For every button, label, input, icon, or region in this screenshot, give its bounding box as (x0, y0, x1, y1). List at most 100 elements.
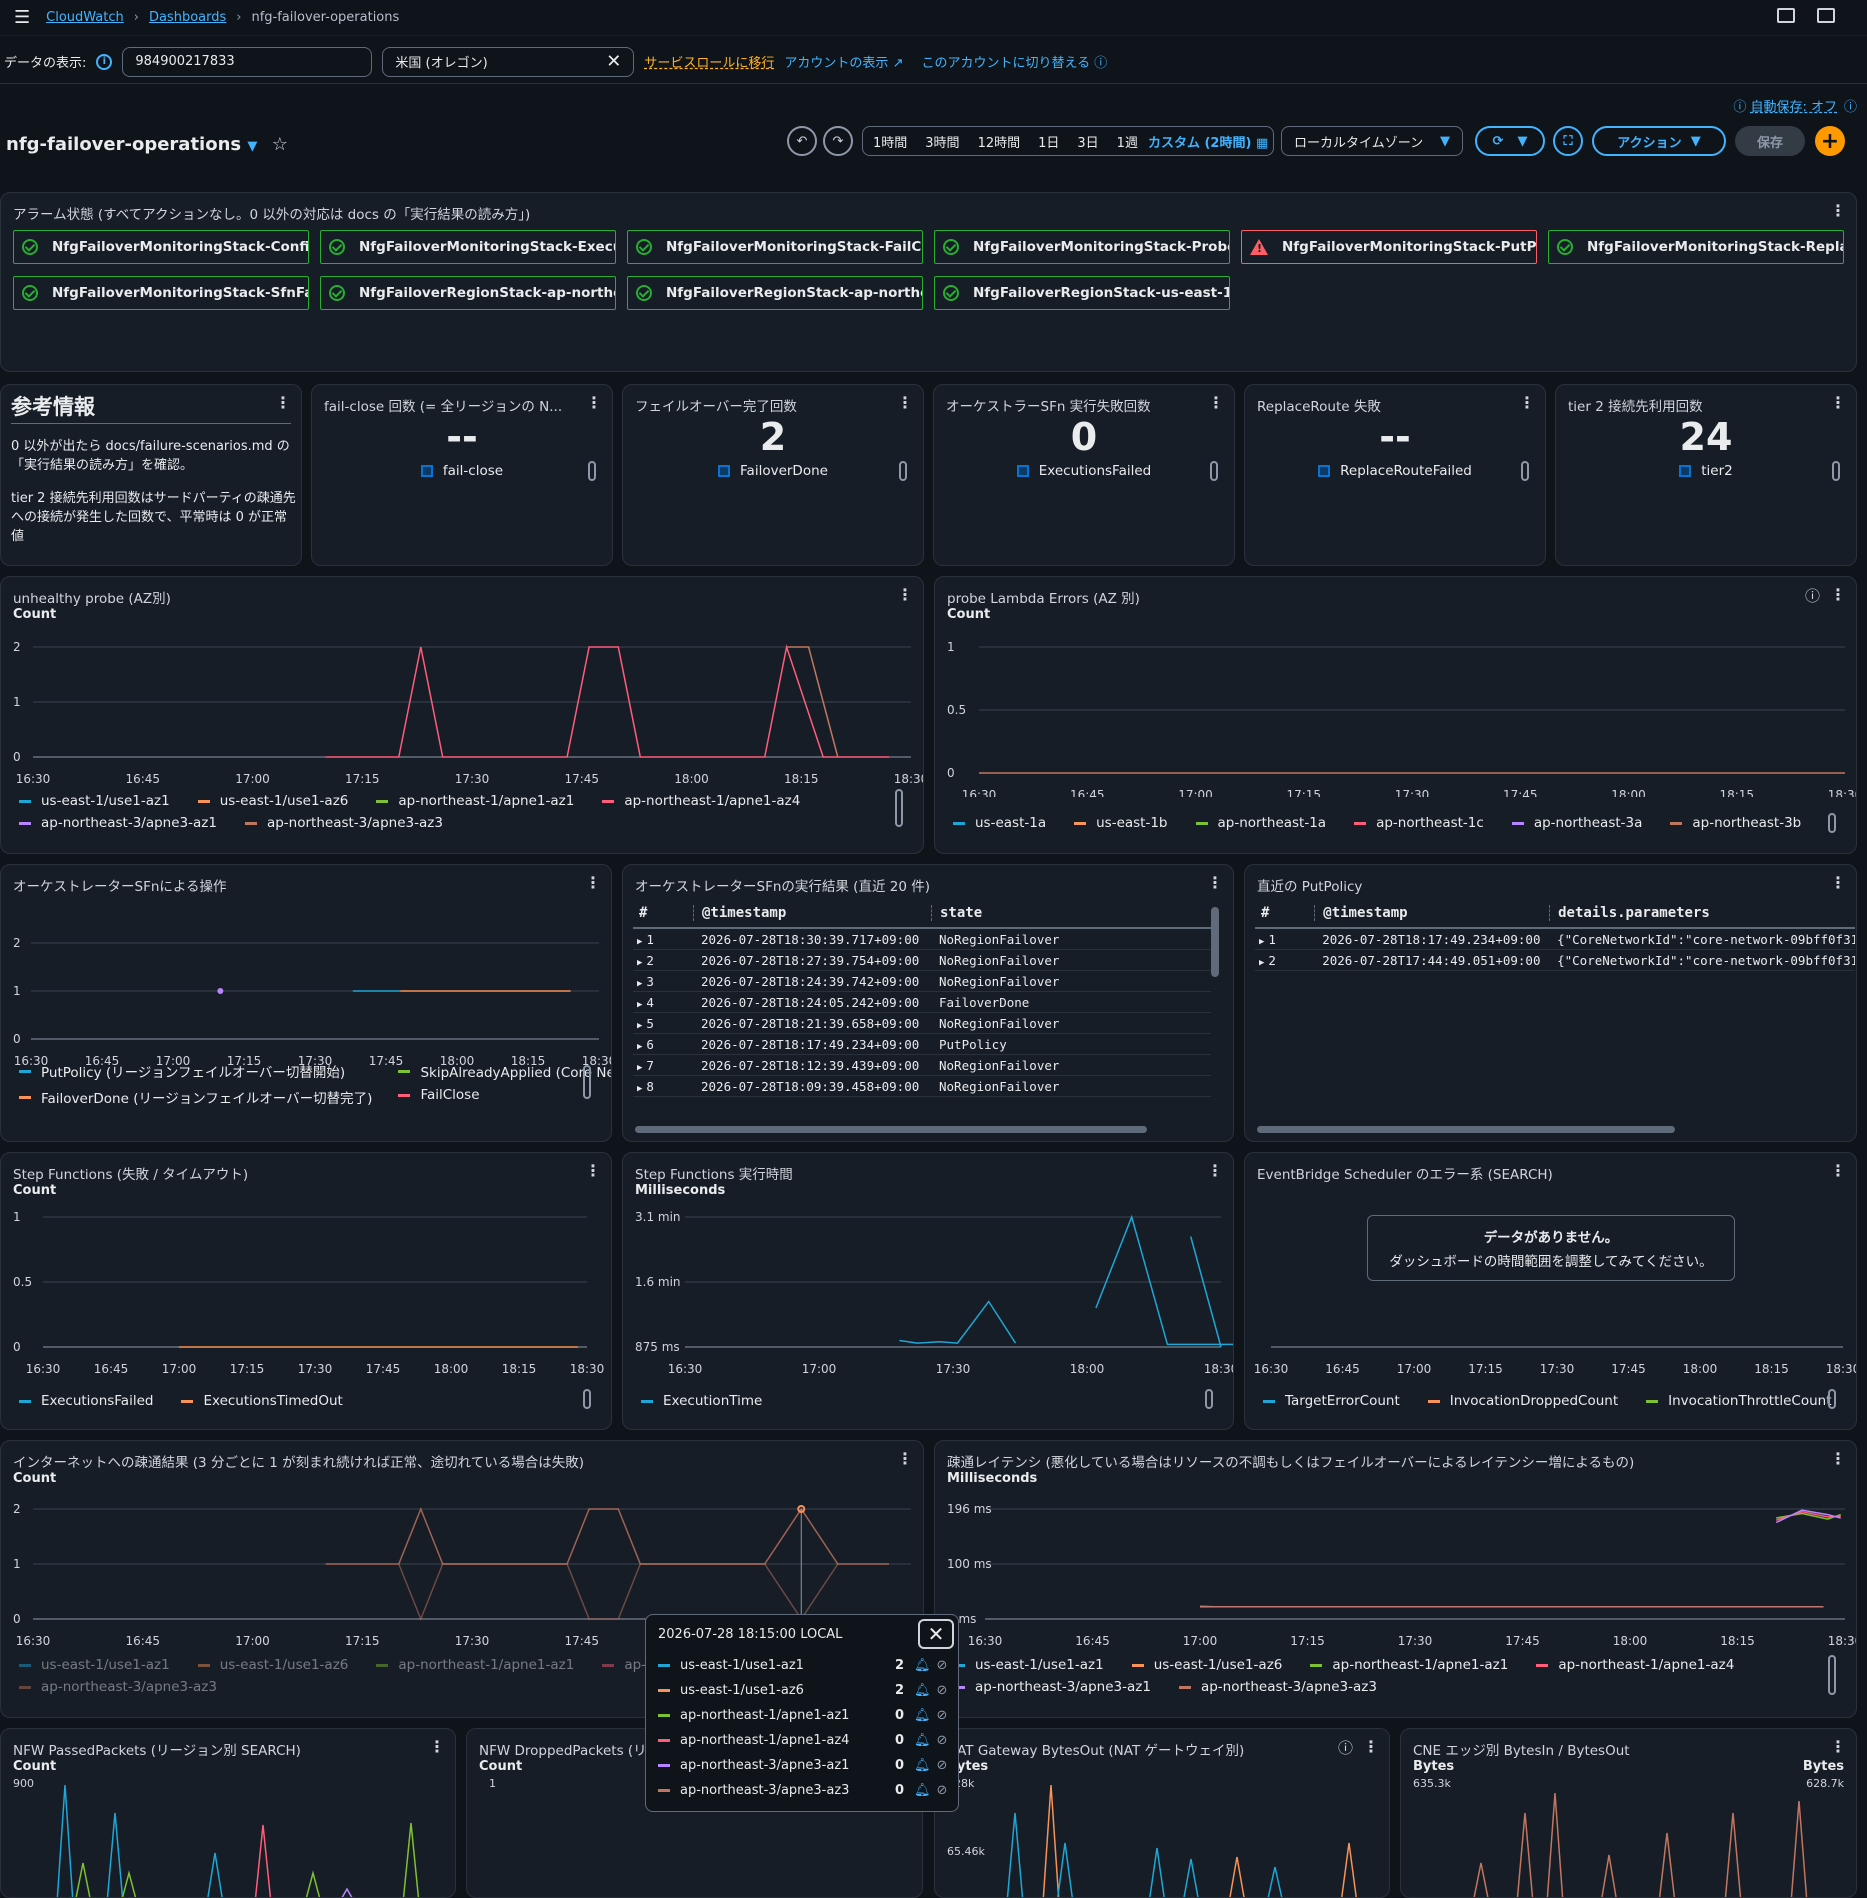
legend-item[interactable]: ap-northeast-3/apne3-az3 (19, 1679, 217, 1695)
legend-item[interactable]: ap-northeast-3/apne3-az3 (245, 815, 443, 831)
more-icon[interactable]: ⋮ (1830, 1449, 1846, 1468)
expand-row-icon[interactable]: ▶ (1259, 958, 1264, 968)
bell-icon[interactable]: 🔔︎ (914, 1658, 931, 1673)
info-icon[interactable]: ⓘ (1338, 1737, 1353, 1758)
alarm-item[interactable]: NfgFailoverRegionStack-us-east-1-H... (934, 276, 1230, 310)
expand-row-icon[interactable]: ▶ (637, 1000, 642, 1010)
alarm-item[interactable]: NfgFailoverMonitoringStack-FailClos... (627, 230, 923, 264)
close-icon[interactable]: ✕ (606, 51, 621, 72)
data-point[interactable] (217, 988, 223, 994)
legend-scrollbar[interactable] (588, 461, 596, 481)
legend-item[interactable]: ap-northeast-3/apne3-az1 (19, 815, 217, 831)
legend-scrollbar[interactable] (583, 1389, 591, 1409)
range-3d[interactable]: 3日 (1077, 132, 1098, 151)
range-custom[interactable]: カスタム (2時間) ▦ (1148, 132, 1268, 151)
view-account-link[interactable]: アカウントの表示 ↗ (784, 52, 903, 71)
series-line[interactable] (75, 1863, 91, 1898)
legend-scrollbar[interactable] (1521, 461, 1529, 481)
column-header[interactable]: state (931, 905, 1201, 921)
series-line[interactable] (107, 1813, 123, 1898)
series-line[interactable] (1517, 1813, 1533, 1898)
range-1d[interactable]: 1日 (1038, 132, 1059, 151)
breadcrumb-cloudwatch[interactable]: CloudWatch (46, 10, 124, 25)
legend-item[interactable]: InvocationThrottleCount (1646, 1393, 1831, 1409)
legend-item[interactable]: ap-northeast-1/apne1-az4 (602, 793, 800, 809)
more-icon[interactable]: ⋮ (1830, 1737, 1846, 1756)
tooltip-close-button[interactable]: ✕ (918, 1619, 954, 1649)
alarm-item[interactable]: NfgFailoverMonitoringStack-Confirm... (13, 230, 309, 264)
legend-item[interactable]: ap-northeast-1a (1196, 815, 1327, 831)
account-id-input[interactable]: 984900217833 (122, 47, 372, 77)
legend-scrollbar[interactable] (583, 1065, 591, 1099)
legend-scrollbar[interactable] (1828, 1389, 1836, 1409)
autosave-toggle[interactable]: ⓘ 自動保存: オフ (1733, 96, 1837, 115)
series-line[interactable] (207, 1853, 223, 1898)
legend-item[interactable]: ap-northeast-3b (1670, 815, 1801, 831)
series-line[interactable] (1057, 1843, 1073, 1898)
actions-button[interactable]: アクション ▼ (1592, 126, 1726, 156)
horizontal-scrollbar[interactable] (1257, 1126, 1675, 1133)
compass-icon[interactable]: ⊘ (937, 1683, 948, 1698)
series-line[interactable] (57, 1785, 73, 1898)
more-icon[interactable]: ⋮ (1363, 1737, 1379, 1756)
series-line[interactable] (1267, 1867, 1283, 1898)
series-line[interactable] (403, 1823, 419, 1898)
info-icon[interactable]: ⓘ (1805, 585, 1820, 606)
bell-icon[interactable]: 🔔︎ (914, 1783, 931, 1798)
nfw-passed-chart[interactable] (1, 1769, 456, 1898)
legend-scrollbar[interactable] (1828, 813, 1836, 833)
legend-item[interactable]: FailoverDone (リージョンフェイルオーバー切替完了) (19, 1087, 372, 1107)
series-line[interactable] (1725, 1813, 1741, 1898)
dashboard-title[interactable]: nfg-failover-operations ▼ ☆ (6, 134, 288, 155)
more-icon[interactable]: ⋮ (275, 393, 291, 412)
horizontal-scrollbar[interactable] (635, 1126, 1147, 1133)
legend-scrollbar[interactable] (1828, 1655, 1836, 1695)
vertical-scrollbar[interactable] (1211, 907, 1219, 977)
column-header[interactable]: @timestamp (1314, 905, 1549, 921)
alarm-item[interactable]: NfgFailoverMonitoringStack-Replace... (1548, 230, 1844, 264)
region-select[interactable]: 米国 (オレゴン)✕ (382, 47, 634, 77)
more-icon[interactable]: ⋮ (1830, 585, 1846, 604)
series-line[interactable] (1547, 1793, 1563, 1898)
series-line[interactable] (255, 1825, 271, 1898)
series-line[interactable] (1791, 1801, 1807, 1898)
alarm-item[interactable]: NfgFailoverMonitoringStack-Probeln... (934, 230, 1230, 264)
legend-item[interactable]: TargetErrorCount (1263, 1393, 1400, 1409)
timezone-select[interactable]: ローカルタイムゾーン▼ (1281, 126, 1463, 156)
series-line[interactable] (339, 1889, 355, 1898)
range-12h[interactable]: 12時間 (978, 132, 1021, 151)
redo-button[interactable]: ↷ (823, 126, 853, 156)
legend-item[interactable]: ap-northeast-3a (1512, 815, 1643, 831)
legend-scrollbar[interactable] (1832, 461, 1840, 481)
menu-icon[interactable]: ☰ (14, 7, 30, 28)
series-line[interactable] (1149, 1848, 1165, 1898)
range-1w[interactable]: 1週 (1117, 132, 1138, 151)
more-icon[interactable]: ⋮ (897, 585, 913, 604)
series-line[interactable] (1601, 1855, 1617, 1898)
series-line[interactable] (399, 1564, 838, 1619)
refresh-button[interactable]: ⟳▼ (1475, 126, 1545, 156)
compass-icon[interactable]: ⊘ (937, 1733, 948, 1748)
series-line[interactable] (1659, 1833, 1675, 1898)
alarm-item[interactable]: NfgFailoverMonitoringStack-Executio... (320, 230, 616, 264)
column-header[interactable]: details.parameters (1549, 905, 1855, 921)
alarm-item[interactable]: NfgFailoverRegionStack-ap-northeas... (320, 276, 616, 310)
expand-row-icon[interactable]: ▶ (637, 958, 642, 968)
fullscreen-icon[interactable] (1817, 8, 1835, 23)
compass-icon[interactable]: ⊘ (937, 1708, 948, 1723)
legend-item[interactable]: ap-northeast-3/apne3-az1 (953, 1679, 1151, 1695)
series-line[interactable] (1229, 1857, 1245, 1898)
legend-item[interactable]: SkipAlreadyApplied (Core Network Policy適… (398, 1061, 612, 1081)
series-line[interactable] (1191, 1237, 1221, 1348)
bell-icon[interactable]: 🔔︎ (914, 1683, 931, 1698)
legend-item[interactable]: ap-northeast-1/apne1-az4 (1536, 1657, 1734, 1673)
